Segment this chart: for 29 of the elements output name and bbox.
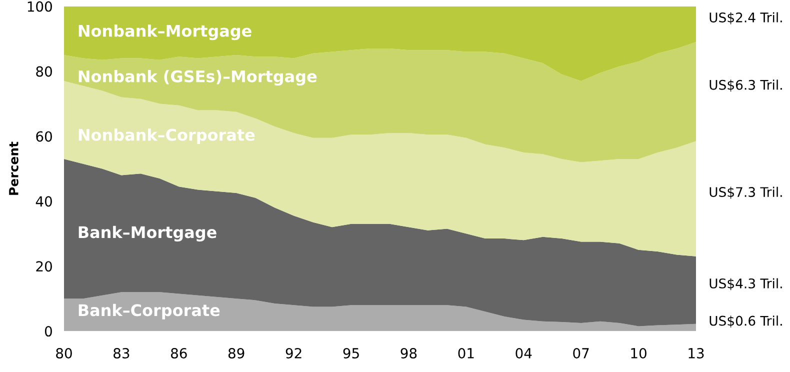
text: US$4.3 Tril. [710, 278, 782, 290]
x-tick-label: 07 [573, 348, 589, 358]
series-label: Bank–Corporate [78, 304, 220, 320]
y-tick-label: 60 [36, 131, 52, 142]
x-tick-label: 10 [631, 348, 646, 358]
text: US$7.3 Tril. [710, 186, 782, 199]
x-tick-label: 01 [458, 348, 474, 358]
x-tick-label: 95 [343, 348, 359, 358]
y-tick-label: 40 [36, 196, 52, 207]
x-tick-label: 92 [286, 348, 302, 358]
series-label: Nonbank–Mortgage [78, 24, 252, 40]
x-tick-label: 86 [171, 348, 187, 358]
y-tick-label: 20 [36, 261, 52, 272]
y-tick-label: 80 [36, 66, 52, 77]
x-tick-label: 98 [400, 348, 417, 358]
y-tick-label: 0 [44, 326, 52, 337]
x-tick-label: 04 [516, 348, 532, 358]
x-tick-label: 80 [56, 348, 72, 358]
y-axis-title: Percent [9, 142, 18, 195]
series-label: Nonbank–Corporate [78, 128, 255, 144]
text: US$2.4 Tril. [710, 12, 782, 24]
x-tick-label: 83 [114, 348, 130, 358]
y-tick-label: 100 [28, 1, 52, 12]
text: US$6.3 Tril. [710, 80, 782, 92]
x-tick-label: 13 [688, 348, 704, 358]
series-label: Bank–Mortgage [78, 226, 216, 242]
series-label: Nonbank (GSEs)–Mortgage [78, 70, 317, 86]
x-tick-label: 89 [228, 348, 244, 358]
text: US$0.6 Tril. [710, 316, 782, 328]
